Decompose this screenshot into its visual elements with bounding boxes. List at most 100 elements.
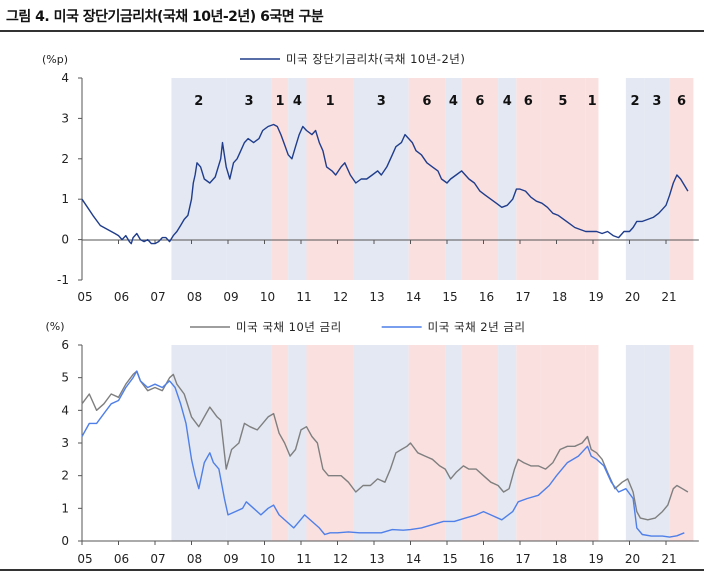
x-tick-label: 10: [260, 552, 275, 566]
phase-label: 3: [244, 94, 253, 109]
y-tick-label: -1: [57, 273, 69, 287]
x-tick-label: 11: [296, 552, 311, 566]
phase-label: 4: [503, 94, 512, 109]
x-tick-label: 05: [77, 290, 92, 304]
phase-label: 3: [377, 94, 386, 109]
phase-label: 1: [326, 94, 335, 109]
phase-label: 1: [275, 94, 284, 109]
x-tick-label: 07: [150, 290, 165, 304]
phase-label: 6: [422, 94, 431, 109]
x-tick-label: 10: [260, 290, 275, 304]
y-tick-label: 5: [61, 371, 69, 385]
phase-band: [498, 345, 517, 541]
y-unit-label: (%): [45, 320, 64, 333]
phase-band: [408, 345, 446, 541]
bottom-rule: [0, 569, 704, 571]
legend-label: 미국 국채 10년 금리: [236, 320, 342, 334]
x-tick-label: 05: [77, 552, 92, 566]
x-tick-label: 20: [625, 552, 640, 566]
y-tick-label: 3: [61, 111, 69, 125]
x-tick-label: 19: [588, 290, 603, 304]
x-tick-label: 16: [479, 552, 494, 566]
x-tick-label: 17: [515, 552, 530, 566]
phase-band: [516, 78, 541, 280]
x-tick-label: 09: [223, 290, 238, 304]
y-tick-label: 2: [61, 469, 69, 483]
phase-band: [306, 345, 354, 541]
phase-band: [498, 78, 517, 280]
phase-band: [445, 345, 462, 541]
phase-band: [625, 345, 645, 541]
legend-label: 미국 장단기금리차(국채 10년-2년): [286, 52, 465, 66]
phase-band: [461, 78, 499, 280]
series-line-2-1: [81, 370, 689, 521]
x-tick-label: 17: [515, 290, 530, 304]
x-tick-label: 15: [442, 552, 457, 566]
phase-band: [585, 78, 599, 280]
phase-label: 5: [558, 94, 567, 109]
x-tick-label: 08: [187, 552, 202, 566]
phase-label: 1: [588, 94, 597, 109]
y-tick-label: 1: [61, 501, 69, 515]
phase-band: [540, 345, 586, 541]
phase-band: [669, 78, 694, 280]
phase-label: 2: [630, 94, 639, 109]
x-tick-label: 16: [479, 290, 494, 304]
x-tick-label: 06: [114, 552, 129, 566]
phase-band: [669, 345, 694, 541]
x-tick-label: 14: [406, 552, 421, 566]
series-line-2-2: [81, 370, 685, 538]
y-tick-label: 4: [61, 403, 69, 417]
phase-band: [445, 78, 462, 280]
phase-band: [461, 345, 499, 541]
phase-band: [171, 345, 227, 541]
phase-band: [226, 345, 272, 541]
legend-label: 미국 국채 2년 금리: [428, 320, 526, 334]
title-rule: [0, 30, 704, 32]
x-tick-label: 09: [223, 552, 238, 566]
phase-band: [226, 78, 272, 280]
y-tick-label: 1: [61, 192, 69, 206]
x-tick-label: 18: [552, 552, 567, 566]
x-tick-label: 21: [661, 552, 676, 566]
phase-label: 2: [194, 94, 203, 109]
phase-band: [408, 78, 446, 280]
phase-band: [516, 345, 541, 541]
phase-band: [353, 345, 409, 541]
series-line-1-1: [81, 123, 689, 245]
phase-band: [644, 78, 670, 280]
x-tick-label: 06: [114, 290, 129, 304]
x-tick-label: 15: [442, 290, 457, 304]
phase-band: [585, 345, 599, 541]
x-tick-label: 19: [588, 552, 603, 566]
phase-label: 6: [677, 94, 686, 109]
x-tick-label: 20: [625, 290, 640, 304]
y-tick-label: 0: [61, 534, 69, 548]
x-tick-label: 07: [150, 552, 165, 566]
x-tick-label: 11: [296, 290, 311, 304]
x-tick-label: 12: [333, 290, 348, 304]
x-tick-label: 21: [661, 290, 676, 304]
phase-band: [271, 78, 289, 280]
phase-band: [540, 78, 586, 280]
y-tick-label: 4: [61, 71, 69, 85]
phase-label: 4: [293, 94, 302, 109]
x-tick-label: 18: [552, 290, 567, 304]
y-tick-label: 6: [61, 338, 69, 352]
x-tick-label: 12: [333, 552, 348, 566]
x-tick-label: 08: [187, 290, 202, 304]
y-tick-label: 3: [61, 436, 69, 450]
y-tick-label: 2: [61, 152, 69, 166]
phase-label: 6: [524, 94, 533, 109]
phase-label: 3: [652, 94, 661, 109]
phase-label: 4: [449, 94, 458, 109]
x-tick-label: 13: [369, 290, 384, 304]
phase-band: [644, 345, 670, 541]
phase-label: 6: [475, 94, 484, 109]
x-tick-label: 14: [406, 290, 421, 304]
phase-band: [171, 78, 227, 280]
y-unit-label: (%p): [42, 53, 68, 66]
